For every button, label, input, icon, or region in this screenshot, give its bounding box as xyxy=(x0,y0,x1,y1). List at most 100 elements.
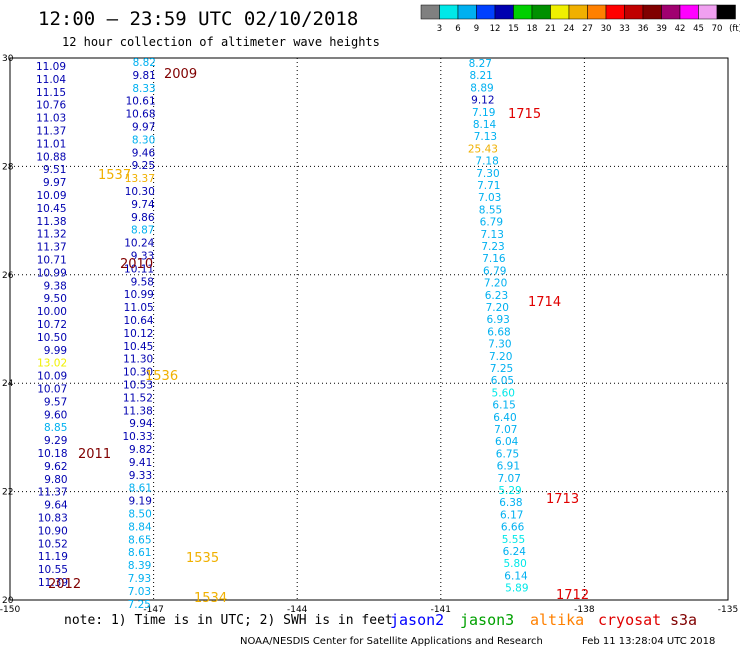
wave-height-value: 10.52 xyxy=(38,538,68,550)
wave-height-value: 25.43 xyxy=(468,143,498,155)
wave-height-value: 11.03 xyxy=(36,113,66,125)
wave-height-value: 7.25 xyxy=(490,363,513,375)
wave-height-value: 10.12 xyxy=(123,328,153,340)
satellite-legend-item: jason2 xyxy=(390,611,444,629)
color-scale-label: 3 xyxy=(437,24,442,34)
wave-height-value: 9.12 xyxy=(471,95,494,107)
wave-height-value: 8.61 xyxy=(129,483,152,495)
pass-time-label: 1712 xyxy=(556,588,589,603)
wave-height-value: 7.07 xyxy=(498,473,521,485)
wave-height-value: 10.64 xyxy=(124,315,154,327)
wave-height-value: 6.40 xyxy=(493,412,516,424)
wave-height-value: 9.33 xyxy=(131,251,154,263)
color-scale-label: 27 xyxy=(582,24,593,34)
pass-time-label: 2010 xyxy=(120,257,153,272)
page-title: 12:00 – 23:59 UTC 02/10/2018 xyxy=(38,8,358,30)
wave-height-value: 9.97 xyxy=(132,122,155,134)
wave-height-value: 6.75 xyxy=(496,448,519,460)
wave-height-value: 5.89 xyxy=(505,583,528,595)
pass-time-label: 2011 xyxy=(78,447,111,462)
x-tick-label: -141 xyxy=(431,605,451,615)
wave-height-value: 10.72 xyxy=(37,319,67,331)
wave-height-value: 11.37 xyxy=(38,487,68,499)
timestamp-text: Feb 11 13:28:04 UTC 2018 xyxy=(582,636,715,647)
color-scale-swatch xyxy=(568,4,588,20)
y-tick-label: 26 xyxy=(2,271,14,281)
pass-time-label: 2009 xyxy=(164,67,197,82)
color-scale-label: 24 xyxy=(564,24,575,34)
wave-height-value: 11.15 xyxy=(36,87,66,99)
color-scale-label: 36 xyxy=(638,24,649,34)
color-scale-swatch xyxy=(624,4,644,20)
wave-height-value: 8.65 xyxy=(128,534,151,546)
pass-time-label: 1537 xyxy=(98,168,131,183)
wave-height-value: 9.57 xyxy=(44,396,67,408)
wave-height-value: 8.55 xyxy=(479,204,502,216)
wave-height-value: 9.41 xyxy=(129,457,152,469)
page-subtitle: 12 hour collection of altimeter wave hei… xyxy=(62,35,380,49)
satellite-legend-item: cryosat xyxy=(598,611,661,629)
color-scale-swatch xyxy=(716,4,736,20)
wave-height-value: 11.38 xyxy=(123,405,153,417)
wave-height-value: 10.68 xyxy=(125,109,155,121)
wave-height-value: 11.30 xyxy=(123,354,153,366)
wave-height-value: 7.16 xyxy=(482,253,506,265)
pass-time-label: 1715 xyxy=(508,107,541,122)
wave-height-value: 6.05 xyxy=(491,375,514,387)
color-scale-label: 70 xyxy=(712,24,723,34)
wave-height-value: 8.21 xyxy=(469,70,492,82)
color-scale-swatch xyxy=(642,4,662,20)
color-scale-label: 42 xyxy=(675,24,686,34)
y-tick-label: 20 xyxy=(2,596,14,606)
wave-height-value: 9.99 xyxy=(44,345,67,357)
color-scale-label: 21 xyxy=(545,24,556,34)
color-scale-swatch xyxy=(439,4,459,20)
wave-height-value: 10.55 xyxy=(38,564,68,576)
wave-height-value: 7.03 xyxy=(478,192,501,204)
x-tick-label: -138 xyxy=(574,605,595,615)
y-tick-label: 30 xyxy=(2,54,14,64)
wave-height-value: 9.82 xyxy=(129,444,152,456)
wave-height-value: 9.74 xyxy=(131,199,155,211)
pass-time-label: 1534 xyxy=(194,591,227,606)
color-scale-label: 12 xyxy=(490,24,501,34)
color-scale-swatch xyxy=(531,4,551,20)
credit-text: NOAA/NESDIS Center for Satellite Applica… xyxy=(240,636,543,647)
plot-frame xyxy=(9,57,729,601)
wave-height-value: 10.76 xyxy=(36,100,66,112)
color-scale-label: 33 xyxy=(619,24,630,34)
wave-height-value: 9.25 xyxy=(132,160,155,172)
wave-height-value: 6.79 xyxy=(480,217,503,229)
wave-height-value: 9.33 xyxy=(129,470,152,482)
pass-time-label: 1714 xyxy=(528,295,561,310)
satellite-legend-item: jason3 xyxy=(460,611,514,629)
wave-height-value: 9.64 xyxy=(44,500,68,512)
wave-height-value: 10.24 xyxy=(124,238,154,250)
pass-time-label: 1713 xyxy=(546,492,579,507)
wave-height-value: 11.19 xyxy=(38,551,68,563)
wave-height-value: 6.79 xyxy=(483,265,506,277)
wave-height-value: 13.02 xyxy=(37,358,67,370)
wave-height-value: 9.50 xyxy=(44,293,67,305)
wave-height-value: 7.20 xyxy=(489,351,512,363)
wave-height-value: 9.60 xyxy=(44,409,67,421)
color-scale-swatch xyxy=(605,4,625,20)
pass-time-label: 2012 xyxy=(48,577,81,592)
wave-height-value: 11.37 xyxy=(37,242,67,254)
wave-height-value: 10.45 xyxy=(36,203,66,215)
wave-height-value: 7.07 xyxy=(494,424,517,436)
wave-height-value: 6.15 xyxy=(492,400,515,412)
color-scale-swatch xyxy=(513,4,533,20)
wave-height-value: 9.38 xyxy=(43,280,66,292)
color-scale-label: (ft) xyxy=(729,24,740,34)
wave-height-value: 6.93 xyxy=(486,314,509,326)
wave-height-value: 7.23 xyxy=(481,241,504,253)
pass-time-label: 1536 xyxy=(145,369,178,384)
wave-height-value: 10.45 xyxy=(123,341,153,353)
wave-height-value: 8.39 xyxy=(128,560,151,572)
wave-height-value: 10.11 xyxy=(124,263,154,275)
wave-height-value: 5.55 xyxy=(502,534,525,546)
wave-height-value: 8.61 xyxy=(128,547,151,559)
